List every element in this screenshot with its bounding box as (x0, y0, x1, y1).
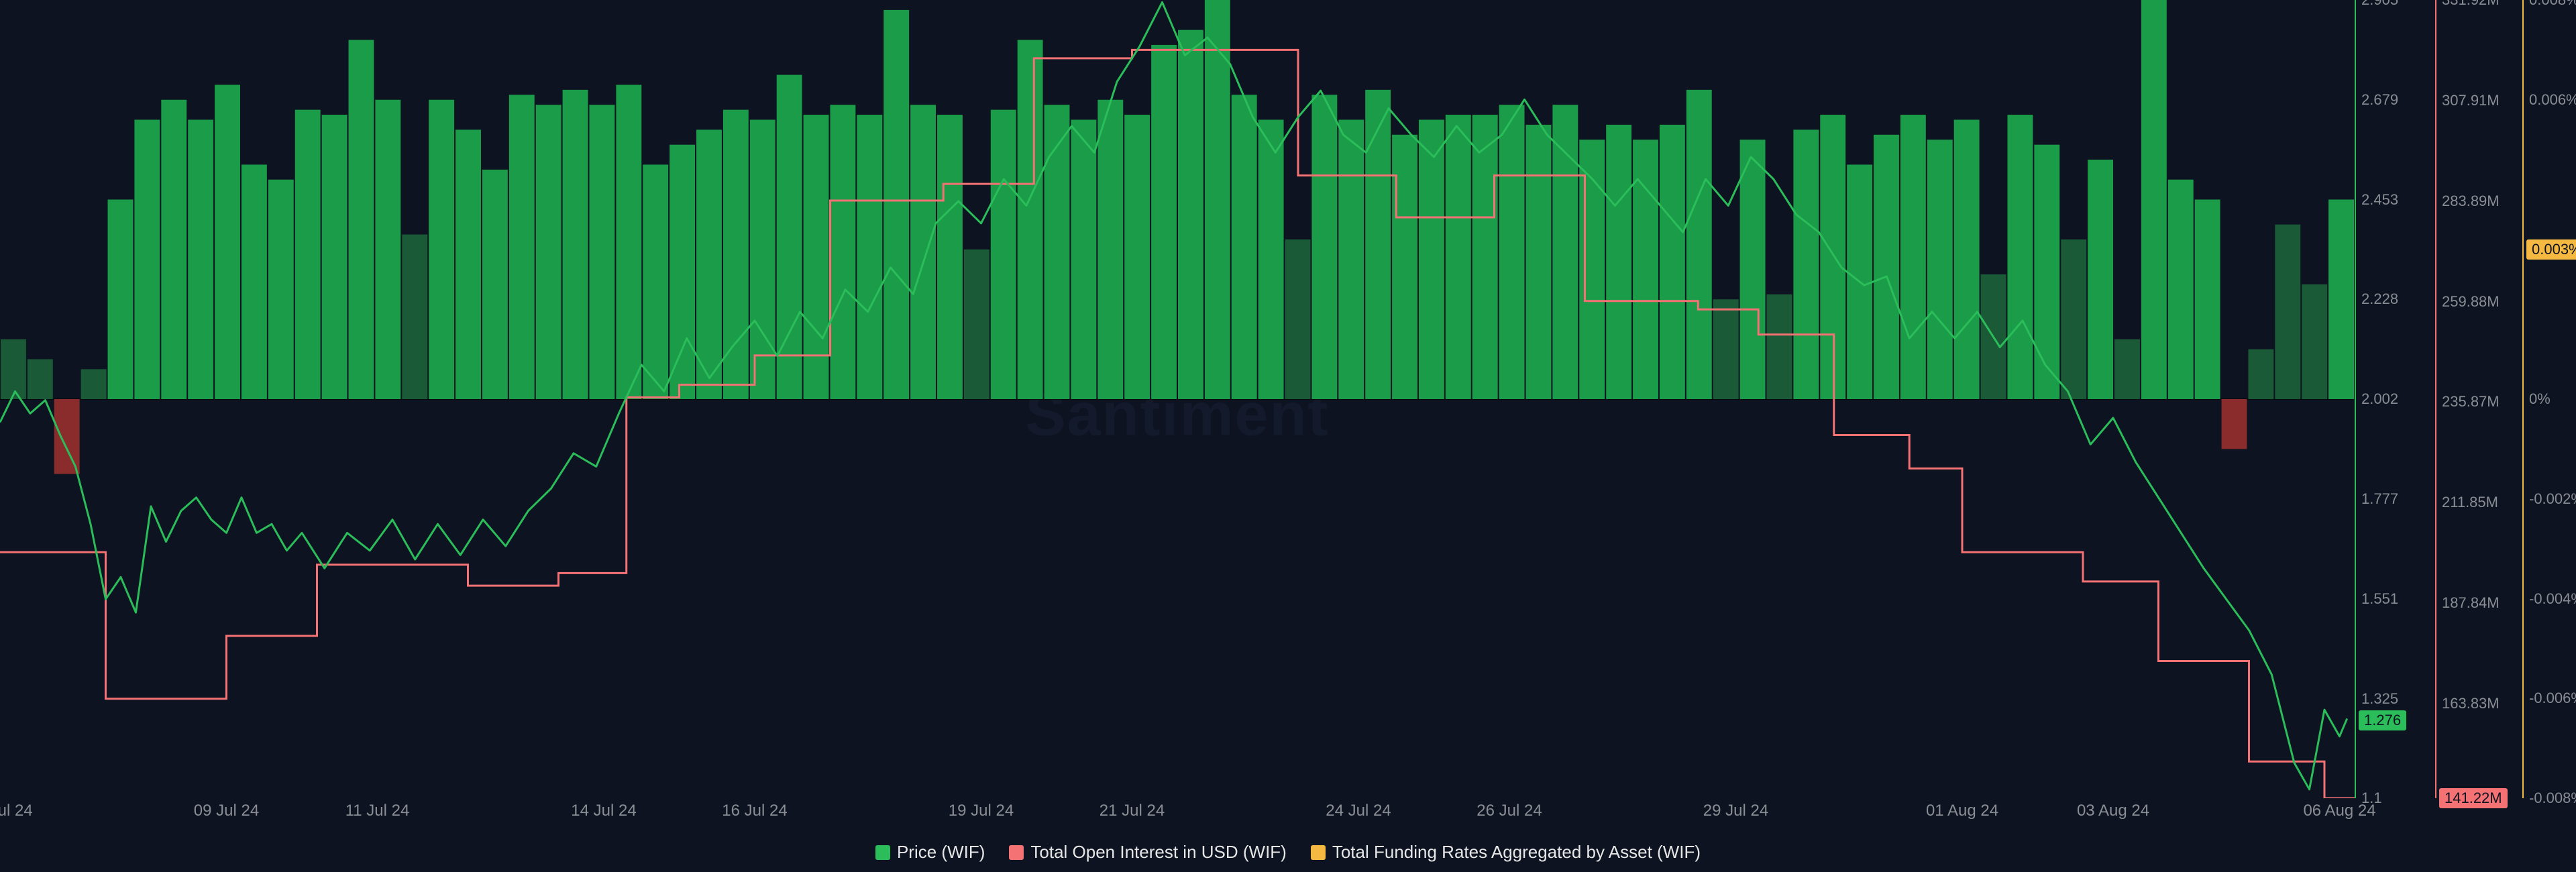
axis-current-badge: 0.003% (2526, 239, 2576, 260)
axis-tick: 2.679 (2361, 91, 2398, 109)
x-axis-label: 26 Jul 24 (1477, 802, 1542, 820)
axis-tick: -0.004% (2529, 590, 2576, 608)
axis-tick: 211.85M (2442, 494, 2498, 511)
legend-item[interactable]: Total Funding Rates Aggregated by Asset … (1311, 842, 1701, 863)
x-axis-label: 06 Aug 24 (2303, 802, 2375, 820)
legend-item[interactable]: Price (WIF) (875, 842, 985, 863)
axis-tick: 0% (2529, 390, 2551, 408)
x-axis-label: 16 Jul 24 (722, 802, 787, 820)
x-axis-label: 09 Jul 24 (194, 802, 259, 820)
x-axis-label: 24 Jul 24 (1326, 802, 1391, 820)
axis-tick: 307.91M (2442, 92, 2500, 109)
x-axis-label: 14 Jul 24 (571, 802, 636, 820)
axis-tick: 259.88M (2442, 293, 2500, 311)
legend-label: Total Funding Rates Aggregated by Asset … (1332, 842, 1701, 863)
axis-tick: -0.006% (2529, 690, 2576, 707)
axis-tick: 2.453 (2361, 191, 2398, 209)
axis-tick: 2.905 (2361, 0, 2398, 9)
axis-tick: 235.87M (2442, 393, 2500, 411)
y-axes: 2.905 2.679 2.453 2.228 2.002 1.777 1.551 1.325… (0, 0, 2576, 872)
axis-tick: 0.008% (2529, 0, 2576, 9)
axis-tick: 283.89M (2442, 193, 2500, 210)
legend-label: Total Open Interest in USD (WIF) (1030, 842, 1286, 863)
legend-label: Price (WIF) (897, 842, 985, 863)
axis-tick: 2.228 (2361, 290, 2398, 308)
chart-root: Santiment 2.9052.6792.4532.2282.0021.777… (0, 0, 2576, 872)
x-axis-label: 29 Jul 24 (1703, 802, 1768, 820)
axis-tick: 187.84M (2442, 594, 2500, 612)
y-axis-fr: 0.008%0.006%0.003%0%-0.002%-0.004%-0.006… (2522, 0, 2524, 798)
x-axis-label: 11 Jul 24 (345, 802, 410, 820)
axis-tick: 331.92M (2442, 0, 2500, 9)
axis-tick: 2.002 (2361, 390, 2398, 408)
legend: Price (WIF) Total Open Interest in USD (W… (0, 842, 2576, 865)
legend-swatch (1311, 845, 1326, 860)
axis-tick: 1.551 (2361, 590, 2398, 608)
y-axis-price: 2.9052.6792.4532.2282.0021.7771.5511.325… (2355, 0, 2356, 798)
axis-tick: 163.83M (2442, 695, 2500, 712)
legend-swatch (1009, 845, 1024, 860)
axis-tick: 1.325 (2361, 690, 2398, 708)
axis-tick: 1.777 (2361, 490, 2398, 508)
x-axis-label: 06 Jul 24 (0, 802, 33, 820)
y-axis-oi: 331.92M307.91M283.89M259.88M235.87M211.8… (2435, 0, 2436, 798)
legend-item[interactable]: Total Open Interest in USD (WIF) (1009, 842, 1286, 863)
axis-tick: 0.006% (2529, 91, 2576, 109)
axis-current-badge: 1.276 (2359, 710, 2406, 730)
axis-current-badge: 141.22M (2439, 788, 2508, 808)
x-axis-label: 01 Aug 24 (1926, 802, 1998, 820)
axis-tick: -0.002% (2529, 490, 2576, 508)
x-axis-label: 21 Jul 24 (1099, 802, 1165, 820)
x-axis-label: 03 Aug 24 (2077, 802, 2149, 820)
axis-tick: -0.008% (2529, 789, 2576, 807)
x-axis-label: 19 Jul 24 (949, 802, 1014, 820)
legend-swatch (875, 845, 890, 860)
